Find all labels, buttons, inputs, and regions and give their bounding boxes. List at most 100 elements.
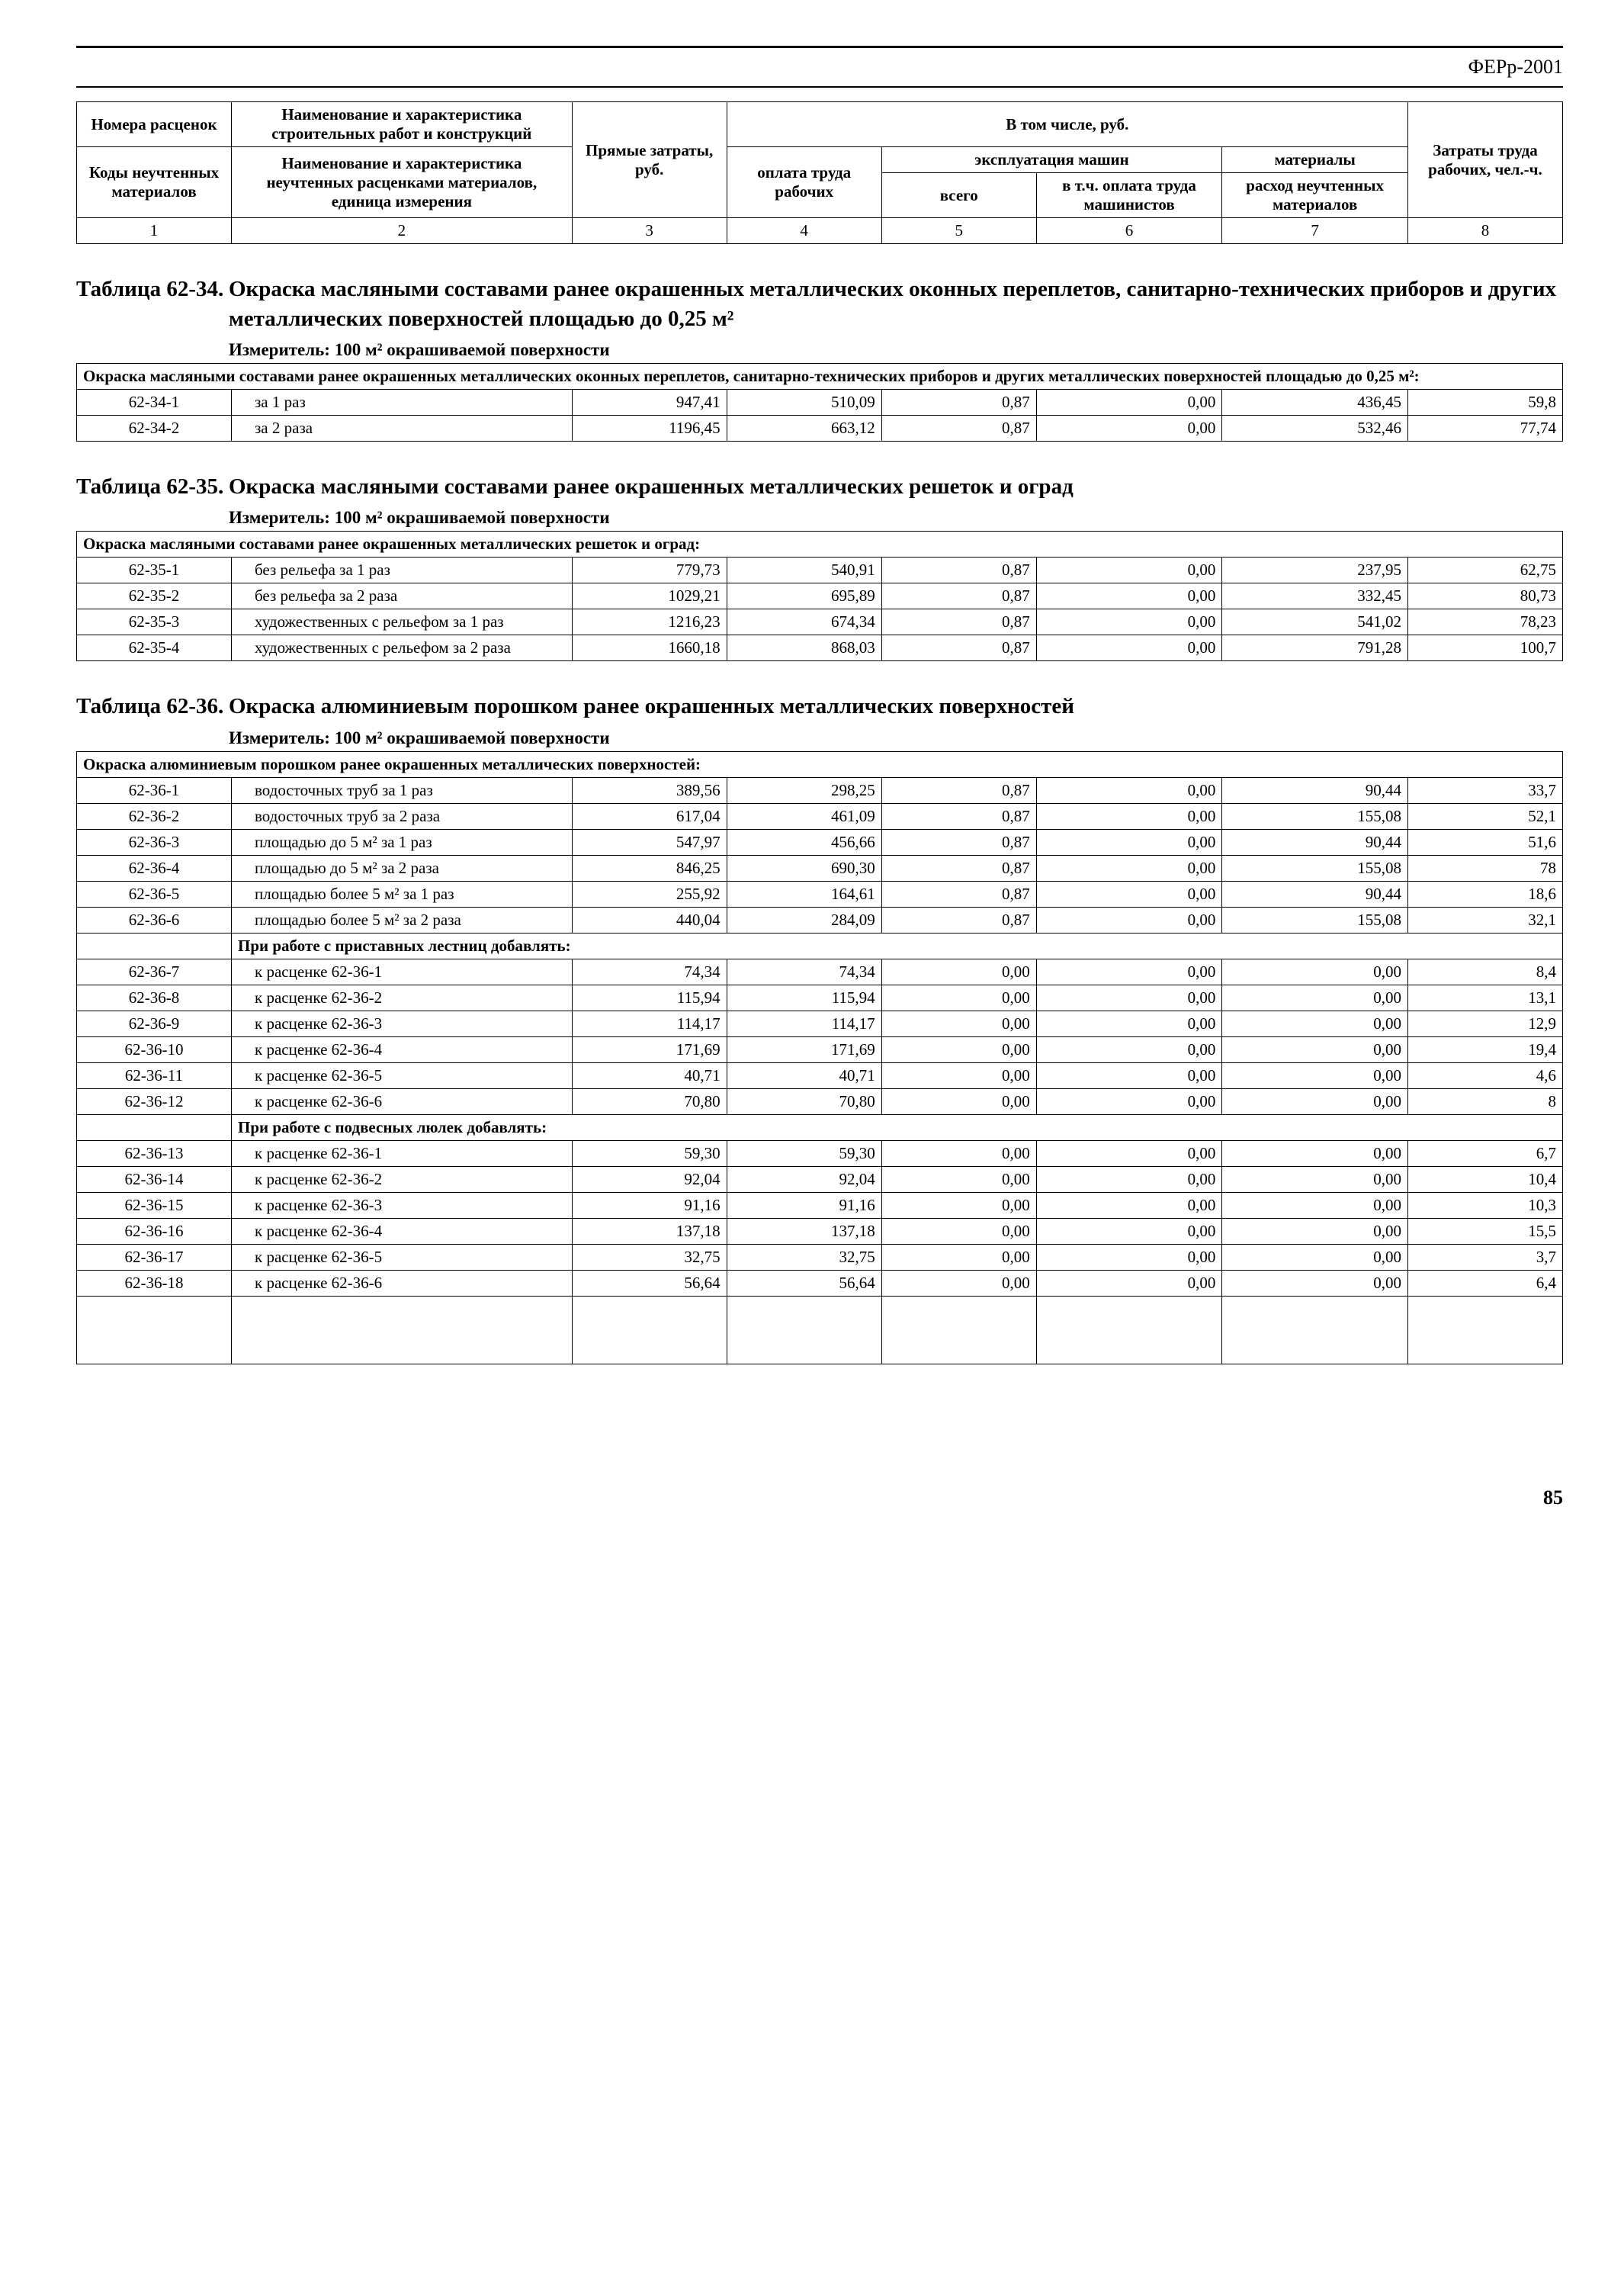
value-cell: 791,28: [1222, 635, 1408, 661]
value-cell: 3,7: [1407, 1244, 1562, 1270]
value-cell: 114,17: [727, 1011, 881, 1036]
table-row: 62-36-8к расценке 62-36-2115,94115,940,0…: [77, 985, 1563, 1011]
code-cell: 62-36-11: [77, 1062, 232, 1088]
table-row: 62-36-2водосточных труб за 2 раза617,044…: [77, 803, 1563, 829]
value-cell: 90,44: [1222, 777, 1408, 803]
value-cell: 255,92: [572, 881, 727, 907]
value-cell: 237,95: [1222, 558, 1408, 583]
value-cell: 13,1: [1407, 985, 1562, 1011]
code-cell: 62-35-4: [77, 635, 232, 661]
column-header-table: Номера расценок Наименование и характери…: [76, 101, 1563, 244]
value-cell: 0,00: [881, 1062, 1036, 1088]
value-cell: 510,09: [727, 390, 881, 416]
coln: 6: [1036, 218, 1222, 244]
value-cell: 0,00: [1036, 1270, 1222, 1296]
value-cell: 0,00: [1036, 1192, 1222, 1218]
coln: 8: [1407, 218, 1562, 244]
value-cell: 1029,21: [572, 583, 727, 609]
value-cell: 92,04: [572, 1166, 727, 1192]
value-cell: 0,00: [1036, 1088, 1222, 1114]
desc-cell: к расценке 62-36-6: [232, 1270, 573, 1296]
code-cell: 62-34-1: [77, 390, 232, 416]
value-cell: 155,08: [1222, 907, 1408, 933]
desc-cell: за 1 раз: [232, 390, 573, 416]
table-36: Окраска алюминиевым порошком ранее окраш…: [76, 751, 1563, 1364]
code-cell: 62-36-12: [77, 1088, 232, 1114]
value-cell: 0,00: [1036, 1218, 1222, 1244]
value-cell: 6,7: [1407, 1140, 1562, 1166]
value-cell: 51,6: [1407, 829, 1562, 855]
coln: 3: [572, 218, 727, 244]
table-row: 62-35-2без рельефа за 2 раза1029,21695,8…: [77, 583, 1563, 609]
desc-cell: площадью до 5 м² за 2 раза: [232, 855, 573, 881]
value-cell: 947,41: [572, 390, 727, 416]
coln: 1: [77, 218, 232, 244]
desc-cell: водосточных труб за 2 раза: [232, 803, 573, 829]
value-cell: 62,75: [1407, 558, 1562, 583]
code-cell: 62-36-9: [77, 1011, 232, 1036]
prefix: Таблица 62-36.: [76, 692, 229, 721]
table-row: 62-36-1водосточных труб за 1 раз389,5629…: [77, 777, 1563, 803]
value-cell: 91,16: [572, 1192, 727, 1218]
table-36-title: Таблица 62-36.Окраска алюминиевым порошк…: [229, 692, 1563, 721]
desc-cell: к расценке 62-36-3: [232, 1192, 573, 1218]
value-cell: 0,00: [881, 1036, 1036, 1062]
value-cell: 0,00: [1036, 907, 1222, 933]
value-cell: 284,09: [727, 907, 881, 933]
value-cell: 171,69: [727, 1036, 881, 1062]
value-cell: 0,00: [1222, 1270, 1408, 1296]
value-cell: 0,00: [1222, 959, 1408, 985]
value-cell: 90,44: [1222, 829, 1408, 855]
value-cell: 56,64: [727, 1270, 881, 1296]
prefix: Таблица 62-35.: [76, 472, 229, 502]
value-cell: 0,00: [881, 1088, 1036, 1114]
desc-cell: к расценке 62-36-4: [232, 1218, 573, 1244]
value-cell: 0,87: [881, 855, 1036, 881]
value-cell: 0,00: [1222, 1166, 1408, 1192]
th: Коды неучтенных материалов: [77, 147, 232, 218]
value-cell: 0,00: [1036, 390, 1222, 416]
value-cell: 779,73: [572, 558, 727, 583]
value-cell: 0,87: [881, 390, 1036, 416]
sub-header: Окраска масляными составами ранее окраше…: [77, 364, 1563, 390]
value-cell: 0,00: [1036, 1166, 1222, 1192]
value-cell: 0,87: [881, 416, 1036, 442]
value-cell: 0,87: [881, 777, 1036, 803]
code-cell: 62-36-10: [77, 1036, 232, 1062]
value-cell: 0,00: [1036, 855, 1222, 881]
value-cell: 332,45: [1222, 583, 1408, 609]
value-cell: 70,80: [727, 1088, 881, 1114]
sub-header: Окраска алюминиевым порошком ранее окраш…: [77, 751, 1563, 777]
code-cell: 62-36-2: [77, 803, 232, 829]
value-cell: 0,00: [1222, 1036, 1408, 1062]
table-row: 62-36-9к расценке 62-36-3114,17114,170,0…: [77, 1011, 1563, 1036]
code-cell: 62-36-5: [77, 881, 232, 907]
value-cell: 461,09: [727, 803, 881, 829]
value-cell: 0,00: [881, 1244, 1036, 1270]
th: Наименование и характеристика неучтенных…: [232, 147, 573, 218]
desc-cell: без рельефа за 1 раз: [232, 558, 573, 583]
value-cell: 547,97: [572, 829, 727, 855]
value-cell: 18,6: [1407, 881, 1562, 907]
value-cell: 617,04: [572, 803, 727, 829]
empty-code: [77, 1114, 232, 1140]
value-cell: 0,00: [881, 1140, 1036, 1166]
empty-code: [77, 933, 232, 959]
value-cell: 171,69: [572, 1036, 727, 1062]
code-cell: 62-36-7: [77, 959, 232, 985]
hr: [76, 86, 1563, 88]
value-cell: 0,87: [881, 609, 1036, 635]
value-cell: 91,16: [727, 1192, 881, 1218]
value-cell: 114,17: [572, 1011, 727, 1036]
value-cell: 137,18: [727, 1218, 881, 1244]
desc-cell: к расценке 62-36-4: [232, 1036, 573, 1062]
code-cell: 62-36-17: [77, 1244, 232, 1270]
value-cell: 155,08: [1222, 803, 1408, 829]
code-cell: 62-36-4: [77, 855, 232, 881]
value-cell: 695,89: [727, 583, 881, 609]
table-row: 62-36-18к расценке 62-36-656,6456,640,00…: [77, 1270, 1563, 1296]
title-text: Окраска масляными составами ранее окраше…: [229, 277, 1556, 331]
value-cell: 540,91: [727, 558, 881, 583]
value-cell: 0,00: [1036, 829, 1222, 855]
table-row: 62-36-5площадью более 5 м² за 1 раз255,9…: [77, 881, 1563, 907]
